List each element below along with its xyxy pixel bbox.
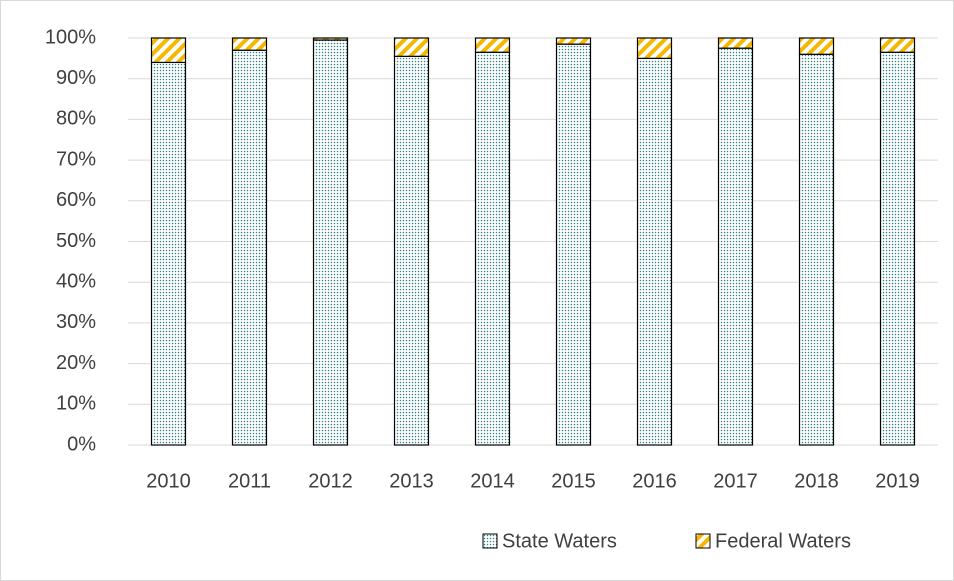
y-tick-label: 60% (56, 189, 96, 211)
x-tick-label: 2011 (228, 470, 271, 492)
y-tick-label: 30% (56, 311, 96, 333)
legend-label: State Waters (502, 530, 617, 552)
y-tick-label: 50% (56, 230, 96, 252)
x-tick-label: 2016 (632, 470, 677, 492)
bar (879, 37, 916, 53)
y-tick-label: 10% (56, 393, 96, 415)
bar (312, 39, 349, 446)
bar (393, 37, 430, 57)
y-tick-label: 100% (45, 26, 96, 48)
bar (798, 37, 835, 55)
y-tick-label: 90% (56, 67, 96, 89)
bar (312, 37, 349, 41)
x-tick-label: 2014 (470, 470, 515, 492)
x-tick-label: 2012 (308, 470, 353, 492)
bar (231, 37, 268, 51)
y-tick-label: 20% (56, 352, 96, 374)
bar (150, 37, 187, 64)
y-tick-label: 70% (56, 148, 96, 170)
bar (717, 37, 754, 49)
x-tick-label: 2010 (146, 470, 191, 492)
legend-swatch (695, 533, 711, 549)
bar (879, 51, 916, 446)
bar (150, 61, 187, 446)
legend-label: Federal Waters (715, 530, 851, 552)
bar (636, 37, 673, 59)
x-tick-label: 2019 (875, 470, 920, 492)
y-tick-label: 40% (56, 270, 96, 292)
bar (393, 55, 430, 446)
x-tick-label: 2017 (713, 470, 758, 492)
bar (798, 53, 835, 446)
bar (555, 43, 592, 446)
y-tick-label: 80% (56, 108, 96, 130)
bar (474, 51, 511, 446)
x-tick-label: 2015 (551, 470, 596, 492)
bar (474, 37, 511, 53)
x-tick-label: 2013 (389, 470, 434, 492)
bar (636, 57, 673, 446)
x-tick-label: 2018 (794, 470, 839, 492)
bar (231, 49, 268, 446)
legend-swatch (482, 533, 498, 549)
bar (555, 37, 592, 45)
y-tick-label: 0% (67, 433, 96, 455)
bar (717, 47, 754, 446)
